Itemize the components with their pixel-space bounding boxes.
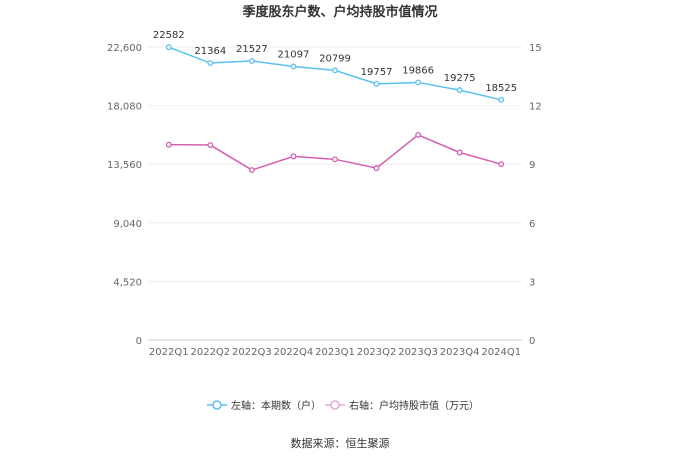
legend-label-right-series: 右轴：户均持股市值（万元） (349, 399, 479, 412)
data-label: 21527 (236, 44, 268, 55)
left-tick-label: 9,040 (113, 219, 142, 230)
data-label: 19757 (361, 67, 393, 78)
left-tick-label: 4,520 (113, 277, 142, 288)
data-point[interactable] (456, 149, 463, 156)
series-left: 22582 21364 21527 21097 20799 19757 19866 19275… (153, 30, 517, 103)
data-point[interactable] (415, 79, 422, 86)
right-tick-label: 9 (529, 160, 535, 171)
data-point[interactable] (290, 63, 297, 70)
data-point[interactable] (373, 80, 380, 87)
x-tick-label: 2023Q2 (357, 347, 397, 358)
legend-marker-right-series (330, 400, 340, 410)
left-tick-label: 13,560 (107, 160, 142, 171)
data-label: 22582 (153, 30, 185, 41)
data-point[interactable] (207, 60, 214, 66)
x-tick-label: 2024Q1 (481, 347, 521, 358)
data-point[interactable] (165, 44, 172, 51)
data-label: 21097 (278, 49, 310, 60)
data-label: 18525 (485, 83, 517, 94)
x-tick-label: 2022Q2 (190, 347, 230, 358)
data-label: 20799 (319, 53, 351, 64)
right-tick-label: 3 (529, 277, 535, 288)
right-tick-label: 12 (529, 102, 542, 113)
series-right (165, 131, 505, 174)
grid-lines (148, 46, 522, 341)
data-point[interactable] (248, 57, 255, 64)
data-point[interactable] (332, 67, 338, 74)
data-point[interactable] (498, 96, 505, 103)
right-tick-label: 15 (529, 43, 542, 54)
x-tick-label: 2023Q3 (398, 347, 438, 358)
chart-title: 季度股东户数、户均持股市值情况 (241, 4, 437, 20)
data-point[interactable] (456, 87, 463, 94)
right-axis: 0 3 6 9 12 15 (529, 43, 542, 347)
x-tick-label: 2023Q1 (315, 347, 355, 358)
x-tick-label: 2023Q4 (440, 347, 480, 358)
legend: 左轴：本期数（户） 右轴：户均持股市值（万元） (207, 399, 479, 412)
data-source-note: 数据来源：恒生聚源 (291, 436, 390, 450)
legend-item-right-series[interactable]: 右轴：户均持股市值（万元） (325, 399, 479, 412)
data-point[interactable] (332, 156, 338, 163)
right-tick-label: 6 (529, 219, 535, 230)
data-point[interactable] (415, 131, 422, 138)
left-tick-label: 18,080 (107, 102, 142, 113)
series-line (168, 134, 502, 171)
left-tick-label: 0 (136, 336, 142, 347)
data-label: 21364 (194, 46, 226, 57)
legend-item-left-series[interactable]: 左轴：本期数（户） (207, 399, 321, 412)
data-point[interactable] (165, 141, 172, 148)
legend-label-left-series: 左轴：本期数（户） (231, 399, 321, 412)
x-axis: 2022Q1 2022Q2 2022Q3 2022Q4 2023Q1 2023Q2 2023… (149, 347, 521, 358)
x-tick-label: 2022Q4 (274, 347, 314, 358)
data-point[interactable] (498, 161, 505, 168)
data-point[interactable] (248, 167, 255, 174)
x-tick-label: 2022Q3 (232, 347, 272, 358)
left-axis: 0 4,520 9,040 13,560 18,080 22,600 (107, 43, 142, 347)
data-label: 19866 (402, 65, 434, 76)
right-tick-label: 0 (529, 336, 535, 347)
data-point[interactable] (373, 165, 380, 172)
data-point[interactable] (207, 142, 214, 149)
data-point[interactable] (290, 153, 297, 160)
left-tick-label: 22,600 (107, 43, 142, 54)
data-label: 19275 (444, 73, 476, 84)
legend-marker-left-series (212, 400, 222, 410)
x-tick-label: 2022Q1 (149, 347, 189, 358)
series-layer: 22582 21364 21527 21097 20799 19757 19866 19275… (153, 30, 517, 174)
